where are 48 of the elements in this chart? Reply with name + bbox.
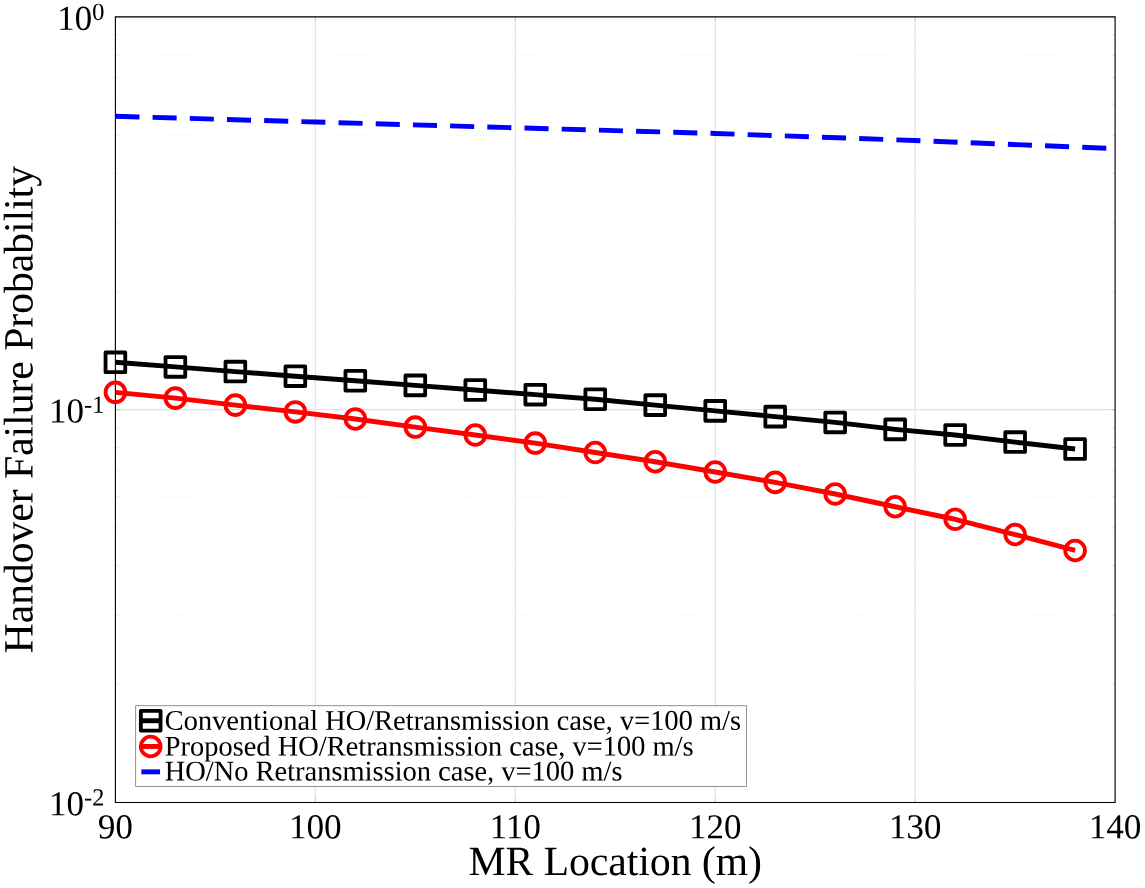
legend-label: Proposed HO/Retransmission case, v=100 m/s	[165, 736, 693, 762]
point	[103, 350, 128, 375]
x-tick-label: 140	[1091, 815, 1141, 839]
legend-label: HO/No Retransmission case, v=100 m/s	[165, 761, 622, 786]
point	[283, 400, 308, 424]
point	[463, 378, 488, 403]
point	[463, 423, 488, 447]
y-tick-label: 10$^{0}$	[60, 3, 104, 31]
point	[643, 393, 667, 418]
point	[223, 393, 248, 418]
point	[523, 431, 548, 456]
point	[103, 380, 128, 405]
y-axis-title: Handover Failure Probability	[3, 166, 42, 653]
x-tick-label: 130	[891, 815, 941, 839]
point	[583, 387, 608, 412]
point	[703, 399, 727, 423]
x-tick-label: 100	[292, 815, 341, 839]
point	[163, 386, 188, 411]
point	[703, 460, 727, 484]
point	[343, 369, 368, 393]
x-tick-label: 90	[99, 815, 132, 839]
point	[1003, 430, 1027, 455]
y-tick-label: 10$^{-1}$	[52, 396, 103, 424]
point	[223, 360, 248, 384]
point	[823, 410, 847, 435]
legend-label: Conventional HO/Retransmission case, v=100 m/s	[165, 710, 741, 735]
point	[763, 405, 787, 429]
point	[1063, 538, 1087, 563]
point	[403, 415, 428, 440]
point	[883, 495, 907, 519]
point	[283, 364, 308, 389]
point	[643, 450, 667, 474]
point	[403, 373, 428, 398]
y-tick-label: 10$^{-2}$	[52, 789, 104, 816]
point	[943, 423, 967, 447]
point	[763, 470, 787, 495]
point	[943, 507, 967, 532]
point	[583, 440, 608, 465]
x-tick-label: 120	[692, 815, 741, 839]
point	[163, 355, 188, 379]
point	[1003, 522, 1027, 547]
point	[1063, 437, 1087, 462]
point	[823, 482, 847, 506]
point	[883, 417, 907, 442]
x-axis-title: MR Location (m)	[469, 846, 761, 885]
point	[343, 407, 368, 431]
x-tick-label: 110	[492, 815, 540, 839]
point	[523, 383, 548, 407]
